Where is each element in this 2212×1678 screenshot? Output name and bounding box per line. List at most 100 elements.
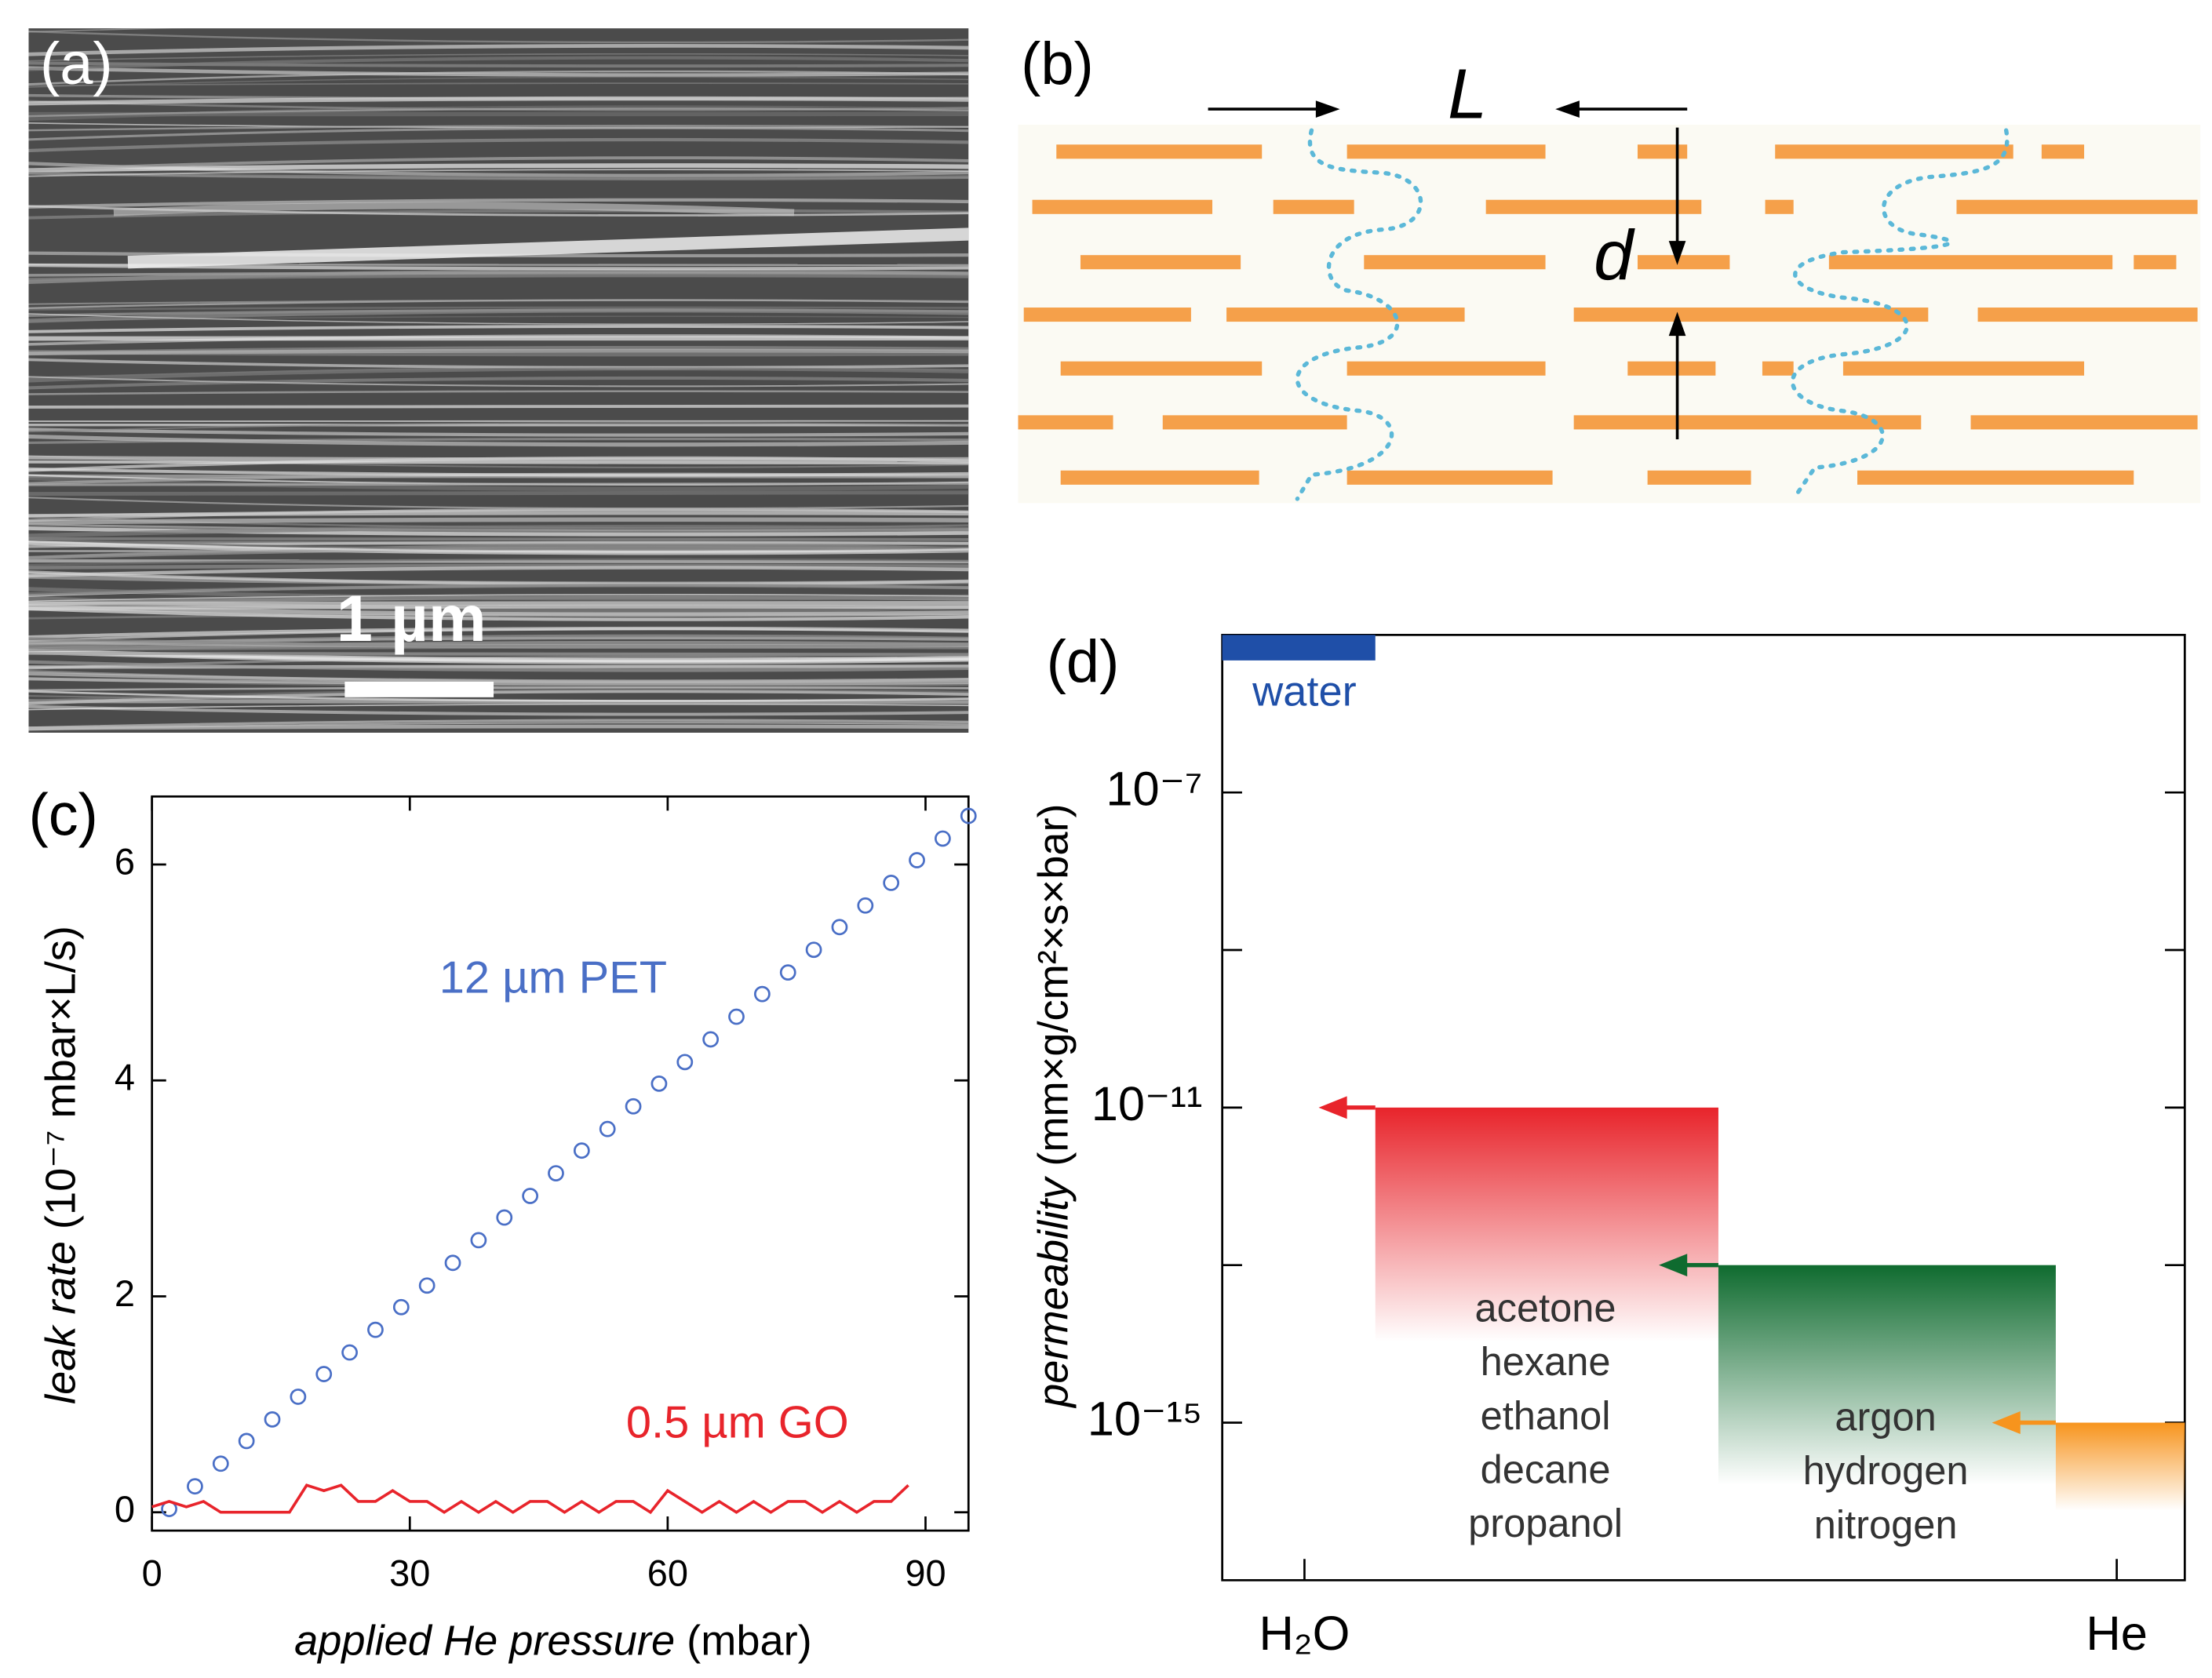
x-axis-label-part: (mbar) (675, 1618, 812, 1665)
data-point (960, 807, 977, 824)
arrow-head (1668, 241, 1686, 265)
sem-streak (28, 537, 969, 542)
sem-streak (28, 107, 969, 118)
sem-streak (28, 137, 969, 153)
x-tick-label: He (2086, 1607, 2147, 1661)
sem-streak (28, 524, 969, 538)
sem-streak (28, 541, 969, 553)
sem-streak (28, 367, 969, 379)
sem-streak (28, 82, 969, 87)
sem-streak (28, 376, 969, 388)
data-point (599, 1120, 616, 1137)
data-point (676, 1054, 694, 1071)
sem-streak (28, 651, 969, 657)
panel-label: (a) (40, 31, 113, 97)
data-point (650, 1075, 668, 1092)
go-sheet (1762, 361, 1794, 376)
data-point (728, 1008, 745, 1025)
x-tick-label: 30 (389, 1552, 430, 1593)
y-axis-label-part: permeability (1030, 1176, 1077, 1409)
data-point (625, 1097, 642, 1115)
sem-streak (28, 428, 969, 437)
series-label: 12 µm PET (439, 952, 667, 1003)
go-sheet (1857, 470, 2134, 485)
data-point (831, 919, 848, 936)
sem-streak (28, 677, 969, 686)
sem-streak (28, 660, 969, 672)
go-sheet (2041, 144, 2085, 159)
bar-label: decane (1481, 1447, 1611, 1491)
y-tick-label: 10⁻¹¹ (1091, 1077, 1203, 1131)
sem-streak (28, 467, 969, 477)
data-point (212, 1455, 229, 1472)
sem-streak (28, 475, 969, 492)
x-tick-label: 60 (647, 1552, 688, 1593)
sem-streak (28, 672, 969, 683)
sem-streak (28, 376, 969, 390)
data-point (805, 941, 822, 959)
go-sheet (1080, 255, 1241, 270)
y-axis-label-part: leak rate (38, 1241, 85, 1404)
sem-streak (28, 358, 969, 369)
sem-streak (28, 686, 969, 692)
bar-label: argon (1835, 1395, 1936, 1440)
go-sheet (1842, 361, 2085, 376)
y-axis-label: leak rate (10⁻⁷ mbar×L/s) (38, 926, 85, 1404)
go-sheet (1977, 308, 2198, 322)
data-point (315, 1366, 333, 1382)
data-point (496, 1209, 513, 1226)
scale-bar (344, 681, 494, 697)
sem-streak (28, 570, 969, 586)
sem-streak (28, 125, 969, 132)
go-sheet (1162, 415, 1347, 430)
sem-streak (127, 227, 969, 269)
sem-streak (28, 688, 969, 702)
sem-streak (28, 30, 969, 44)
sem-streak (28, 169, 969, 177)
go-sheet (1032, 199, 1212, 214)
sem-streak (113, 202, 795, 217)
sem-streak (28, 198, 969, 209)
data-point (187, 1478, 203, 1495)
panel-label: (c) (28, 781, 97, 848)
go-sheets (1018, 144, 2198, 485)
go-sheet (1485, 199, 1702, 214)
go-sheet (2134, 255, 2177, 270)
data-point (548, 1165, 564, 1181)
sem-streak (28, 640, 969, 653)
sem-streak (28, 636, 969, 649)
sem-streak (28, 44, 969, 56)
sem-streak (28, 313, 969, 326)
sem-streak (28, 719, 969, 730)
spacing-label: d (1594, 216, 1635, 295)
go-sheet (1023, 308, 1191, 322)
go-sheet (1647, 470, 1751, 485)
panel-label: (b) (1021, 31, 1094, 97)
data-point (857, 897, 874, 914)
arrow-head (1555, 100, 1580, 118)
go-sheet (1347, 361, 1546, 376)
sem-streak (28, 434, 969, 447)
arrow-head (1318, 1096, 1347, 1119)
go-sheet (1775, 144, 2013, 159)
sem-streak (28, 509, 969, 518)
sem-streak (28, 724, 969, 730)
bar-label: propanol (1468, 1501, 1623, 1545)
y-tick-label: 6 (115, 840, 135, 882)
sem-streak (28, 704, 969, 716)
data-point (573, 1142, 590, 1159)
data-point (702, 1031, 720, 1048)
sem-streak (28, 626, 969, 639)
data-point (341, 1344, 358, 1361)
data-point (290, 1389, 307, 1405)
bar-label: hydrogen (1803, 1448, 1969, 1493)
bar (2055, 1422, 2185, 1511)
go-sheet (1060, 470, 1259, 485)
go-sheet (1364, 255, 1546, 270)
go-sheet (1060, 361, 1263, 376)
go-sheet (1018, 415, 1113, 430)
sem-streak (28, 422, 969, 433)
bar (1718, 1265, 2056, 1485)
